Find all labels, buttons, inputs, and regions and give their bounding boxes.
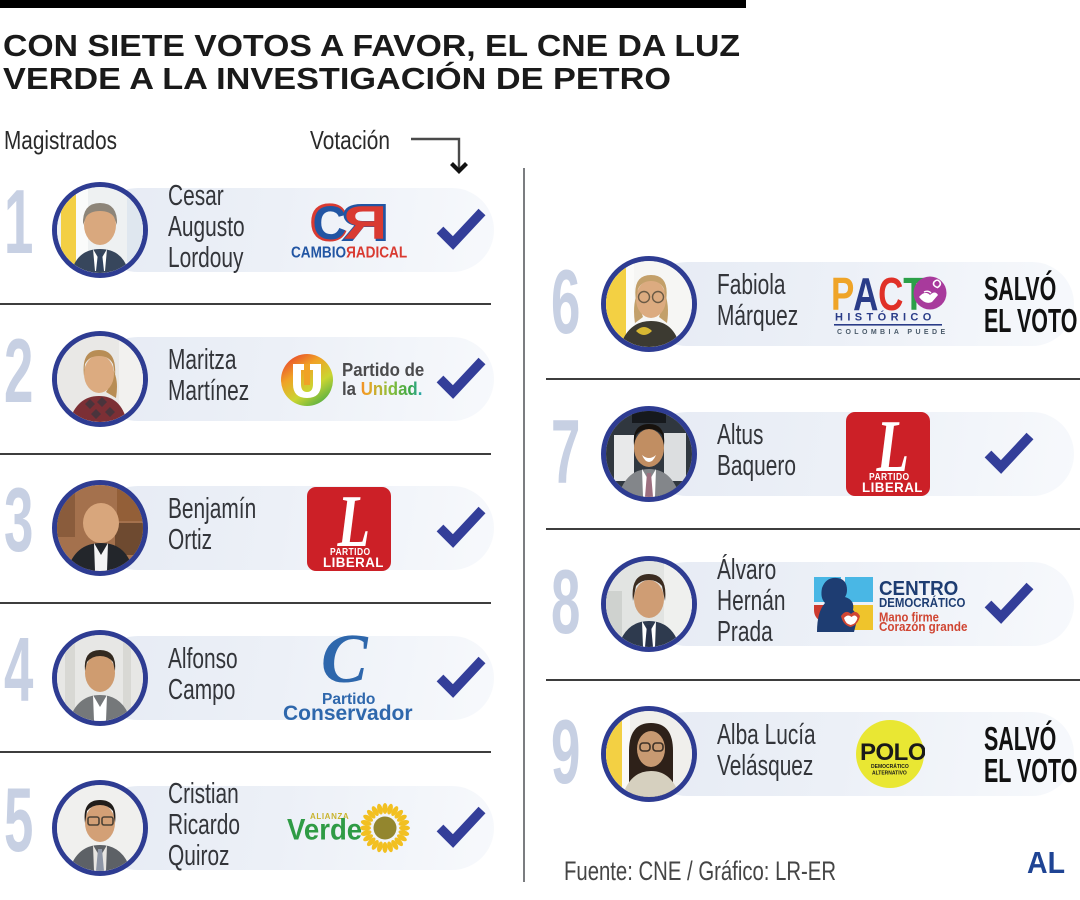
svg-text:POLO: POLO (860, 739, 925, 766)
svg-text:Partido: Partido (322, 691, 375, 708)
svg-text:Corazón grande: Corazón grande (879, 620, 968, 634)
svg-text:LIBERAL: LIBERAL (862, 480, 923, 495)
svg-text:CAMBIOЯADICAL: CAMBIOЯADICAL (291, 245, 407, 262)
svg-text:la Unidad.: la Unidad. (342, 378, 422, 399)
svg-text:Partido de: Partido de (342, 359, 424, 380)
svg-text:Я: Я (343, 199, 387, 249)
svg-text:DEMOCRÁTICO: DEMOCRÁTICO (879, 594, 965, 610)
svg-text:CENTRO: CENTRO (879, 577, 958, 600)
svg-text:C: C (878, 272, 903, 320)
svg-text:LIBERAL: LIBERAL (323, 555, 384, 570)
svg-text:Mano firme: Mano firme (879, 610, 939, 625)
svg-text:C: C (321, 628, 369, 698)
svg-text:Verde: Verde (287, 814, 362, 847)
svg-text:A: A (853, 272, 878, 320)
svg-text:PARTIDO: PARTIDO (330, 546, 371, 557)
svg-text:P: P (831, 272, 854, 320)
svg-text:COLOMBIA PUEDE: COLOMBIA PUEDE (837, 329, 949, 336)
svg-text:C: C (313, 199, 347, 249)
svg-text:L: L (337, 487, 370, 562)
svg-text:ALIANZA: ALIANZA (310, 812, 349, 821)
svg-text:PARTIDO: PARTIDO (869, 471, 910, 482)
svg-text:HISTÓRICO: HISTÓRICO (835, 311, 936, 324)
svg-text:L: L (876, 412, 909, 487)
svg-text:C: C (309, 199, 348, 253)
svg-text:Я: Я (340, 199, 390, 253)
svg-text:DEMOCRÁTICO: DEMOCRÁTICO (871, 763, 909, 770)
svg-text:ALTERNATIVO: ALTERNATIVO (872, 771, 907, 777)
svg-text:Conservador: Conservador (283, 702, 413, 724)
